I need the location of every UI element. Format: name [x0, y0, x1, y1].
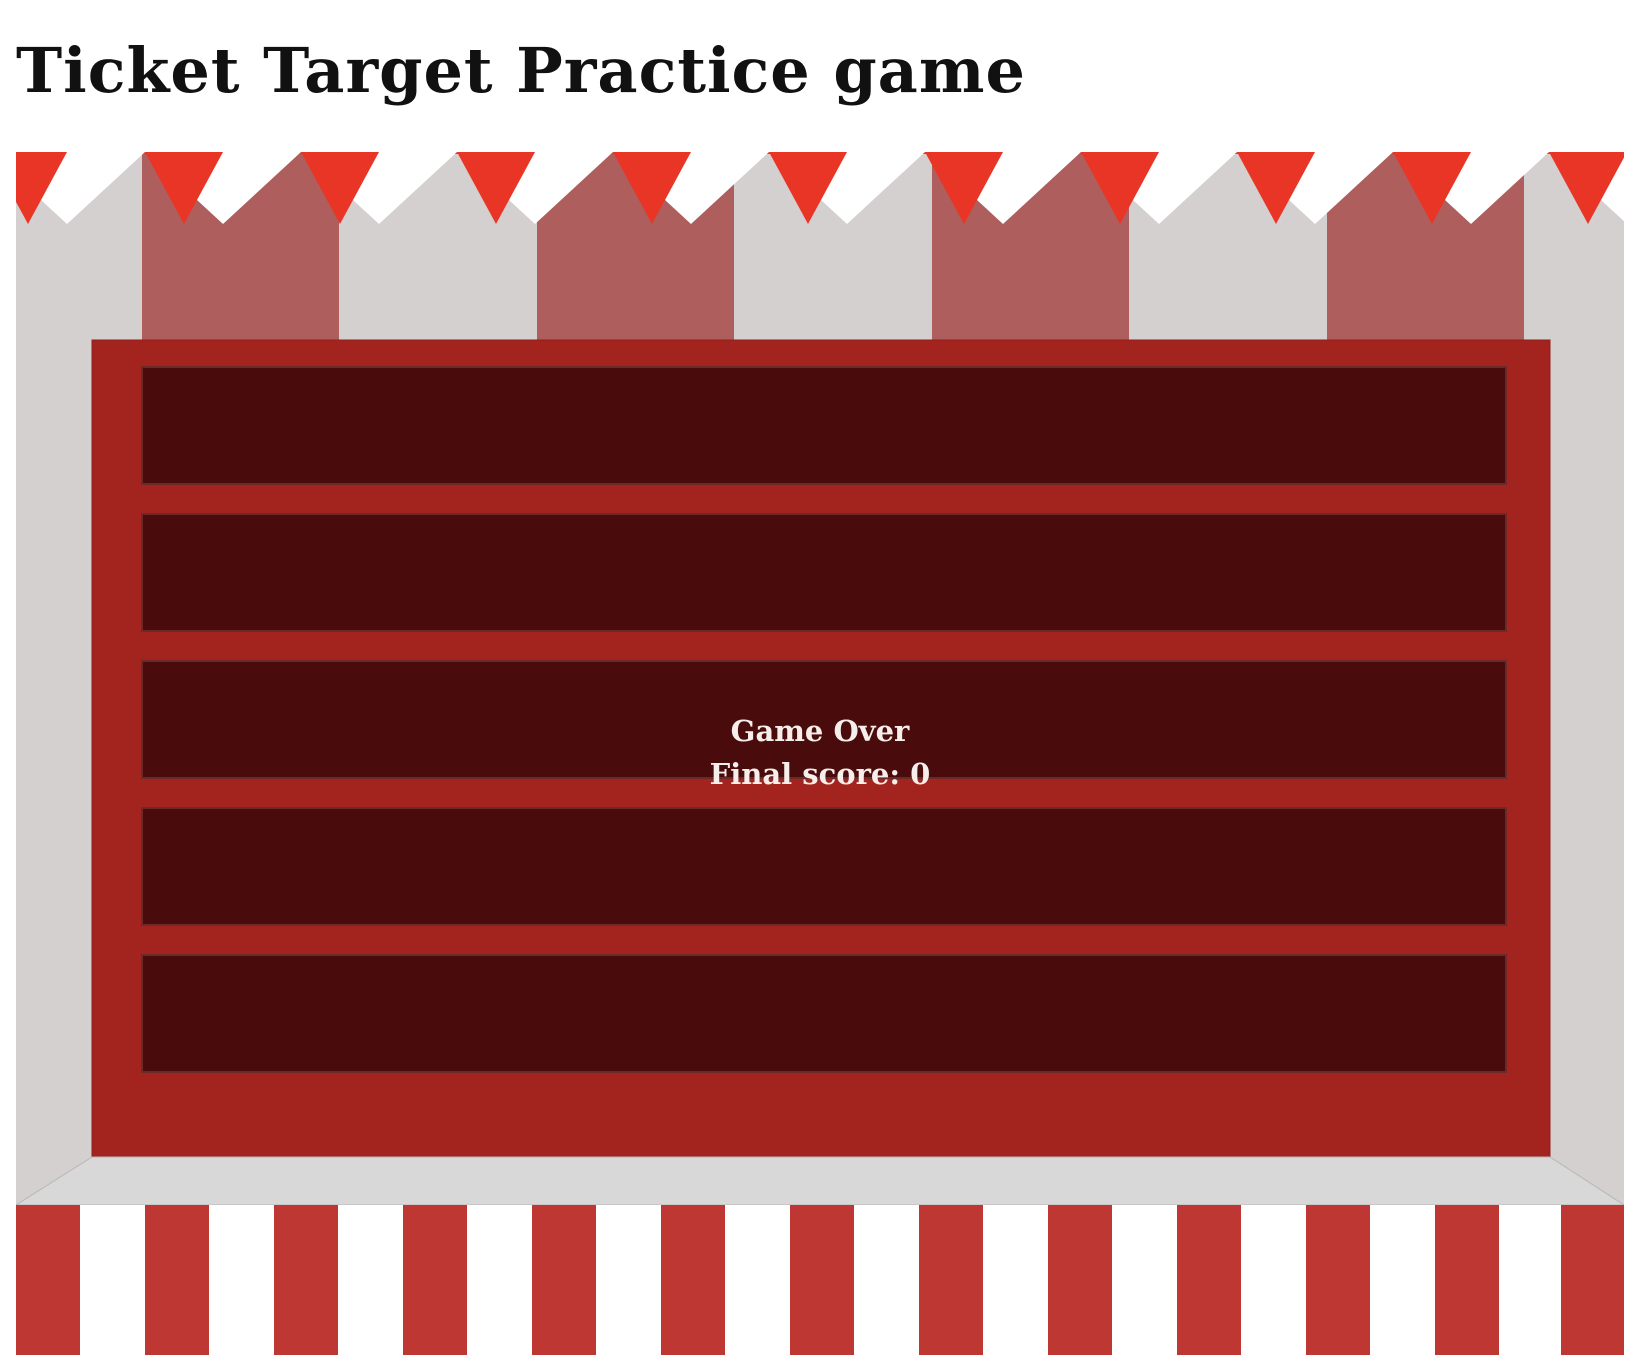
- pennant-flag: [769, 152, 847, 224]
- final-score-line: Final score: 0: [16, 753, 1624, 796]
- target-lane[interactable]: [141, 954, 1507, 1073]
- counter-stripe: [16, 1205, 80, 1355]
- pennant-flag: [1081, 152, 1159, 224]
- counter-stripe: [1435, 1205, 1499, 1355]
- counter-stripe: [145, 1205, 209, 1355]
- target-lane[interactable]: [141, 366, 1507, 485]
- counter-top: [16, 1156, 1624, 1206]
- game-over-message: Game Over Final score: 0: [16, 710, 1624, 796]
- target-lane[interactable]: [141, 660, 1507, 779]
- counter-stripe: [274, 1205, 338, 1355]
- final-score-value: 0: [910, 757, 931, 791]
- pennant-flag: [145, 152, 223, 224]
- counter-stripe: [1561, 1205, 1624, 1355]
- pennant-bunting: [16, 152, 1624, 224]
- target-lane[interactable]: [141, 807, 1507, 926]
- pennant-flag: [457, 152, 535, 224]
- carnival-booth: Game Over Final score: 0: [16, 152, 1624, 1368]
- pennant-flag: [613, 152, 691, 224]
- pennant-flag: [1549, 152, 1624, 224]
- counter-stripe: [790, 1205, 854, 1355]
- booth-scene: [16, 152, 1624, 1368]
- counter-stripe: [1177, 1205, 1241, 1355]
- counter-stripe: [532, 1205, 596, 1355]
- counter-stripe: [1048, 1205, 1112, 1355]
- pennant-flag: [16, 152, 67, 224]
- counter-stripe: [1306, 1205, 1370, 1355]
- counter-stripe: [661, 1205, 725, 1355]
- counter-stripe: [919, 1205, 983, 1355]
- booth-counter: [16, 1156, 1624, 1368]
- game-status-text: Game Over: [730, 714, 910, 748]
- pennant-flag: [925, 152, 1003, 224]
- pennant-flag: [301, 152, 379, 224]
- target-lane[interactable]: [141, 513, 1507, 632]
- counter-stripe: [403, 1205, 467, 1355]
- final-score-label: Final score:: [709, 757, 901, 791]
- pennant-flag: [1393, 152, 1471, 224]
- pennant-flag: [1237, 152, 1315, 224]
- target-board: [91, 339, 1551, 1158]
- page-title: Ticket Target Practice game: [16, 34, 1026, 107]
